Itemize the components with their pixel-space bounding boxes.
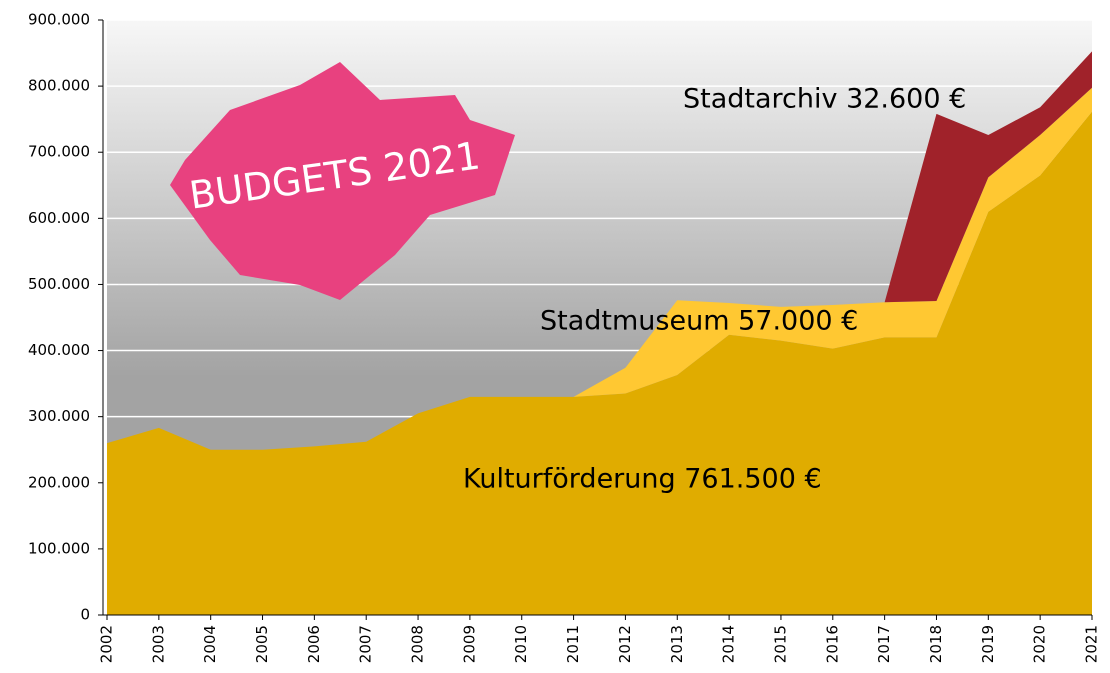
y-tick-label: 700.000 — [28, 143, 90, 161]
y-tick-label: 400.000 — [28, 341, 90, 359]
y-tick-label: 500.000 — [28, 275, 90, 293]
x-tick-label: 2019 — [979, 625, 997, 663]
y-tick-label: 800.000 — [28, 77, 90, 95]
y-tick-label: 200.000 — [28, 473, 90, 491]
x-tick-label: 2004 — [201, 625, 219, 663]
x-tick-label: 2009 — [460, 625, 478, 663]
x-tick-label: 2003 — [149, 625, 167, 663]
x-tick-label: 2015 — [771, 625, 789, 663]
x-tick-label: 2020 — [1031, 625, 1049, 663]
x-tick-label: 2017 — [875, 625, 893, 663]
y-tick-label: 100.000 — [28, 539, 90, 557]
annotation: Kulturförderung 761.500 € — [463, 464, 822, 495]
x-tick-label: 2002 — [98, 625, 116, 663]
x-tick-label: 2013 — [668, 625, 686, 663]
x-tick-label: 2007 — [357, 625, 375, 663]
badge: BUDGETS 2021 — [170, 62, 515, 300]
x-tick-label: 2011 — [564, 625, 582, 663]
x-tick-label: 2014 — [720, 625, 738, 663]
badge-splash — [170, 62, 515, 300]
y-tick-label: 900.000 — [28, 11, 90, 29]
annotation: Stadtarchiv 32.600 € — [683, 84, 966, 115]
y-tick-label: 0 — [80, 606, 90, 624]
x-tick-label: 2016 — [823, 625, 841, 663]
area — [107, 111, 1092, 615]
x-tick-label: 2021 — [1083, 625, 1101, 663]
x-tick-label: 2010 — [512, 625, 530, 663]
x-tick-label: 2006 — [305, 625, 323, 663]
x-tick-label: 2008 — [409, 625, 427, 663]
x-tick-label: 2012 — [616, 625, 634, 663]
x-tick-label: 2018 — [927, 625, 945, 663]
annotation: Stadtmuseum 57.000 € — [540, 306, 858, 337]
x-tick-label: 2005 — [253, 625, 271, 663]
y-tick-label: 300.000 — [28, 407, 90, 425]
y-tick-label: 600.000 — [28, 209, 90, 227]
